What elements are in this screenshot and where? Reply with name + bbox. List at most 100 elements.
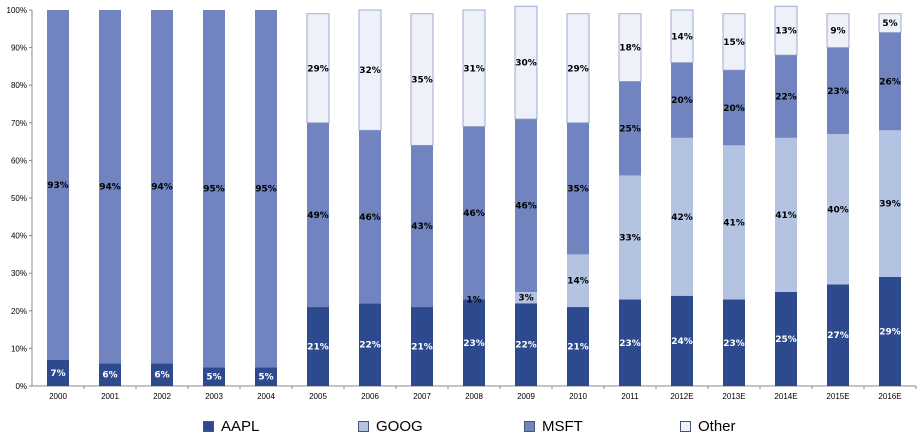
bar-segment-msft [99,10,121,364]
data-label: 95% [203,185,225,195]
bar-segment-aapl [723,299,745,386]
y-tick-label: 70% [11,119,27,128]
y-tick-label: 40% [11,232,27,241]
bar-segment-aapl [99,363,121,386]
data-label: 6% [102,371,117,381]
y-tick-label: 30% [11,269,27,278]
x-tick-label: 2009 [517,392,535,401]
x-tick-label: 2007 [413,392,431,401]
bar-segment-goog [827,134,849,285]
bar-segment-aapl [827,284,849,386]
bar-segment-msft [567,122,589,255]
chart-legend: AAPL GOOG MSFT Other [0,414,923,436]
bar-segment-msft [307,122,329,308]
bar-segment-goog [671,137,693,296]
data-label: 33% [619,233,641,243]
data-label: 35% [411,76,433,86]
x-tick-label: 2010 [569,392,587,401]
data-label: 41% [775,211,797,221]
bar-segment-other [618,13,642,82]
data-label: 95% [255,185,277,195]
bar-segment-other [878,13,902,33]
y-tick-label: 60% [11,156,27,165]
data-label: 29% [307,64,329,74]
data-label: 9% [830,27,845,37]
data-label: 18% [619,44,641,54]
data-label: 21% [567,343,589,353]
bar-segment-other [566,13,590,124]
data-label: 32% [359,66,381,76]
bar-segment-aapl [671,295,693,386]
bar-segment-aapl [203,367,225,386]
x-tick-label: 2000 [49,392,67,401]
data-label: 46% [463,209,485,219]
bar-segment-aapl [775,292,797,386]
legend-swatch [680,421,691,432]
bar-segment-msft [619,81,641,176]
x-tick-label: 2008 [465,392,483,401]
bar-segment-msft [671,62,693,138]
bar-segment-other [306,13,330,124]
data-label: 1% [466,296,481,306]
bar-segment-other [826,13,850,49]
data-label: 46% [515,202,537,212]
data-label: 26% [879,77,901,87]
data-label: 29% [879,327,901,337]
bar-segment-aapl [463,299,485,386]
x-tick-label: 2002 [153,392,171,401]
data-label: 20% [671,96,693,106]
bar-segment-msft [775,55,797,138]
bar-segment-msft [203,10,225,368]
bar-segment-aapl [879,276,901,386]
data-label: 13% [775,27,797,37]
data-label: 14% [671,32,693,42]
bar-segment-other [514,5,538,120]
data-label: 30% [515,59,537,69]
data-label: 43% [411,222,433,232]
legend-item-goog: GOOG [358,418,423,435]
bar-segment-other [358,9,382,131]
bar-segment-aapl [359,303,381,386]
legend-swatch [358,421,369,432]
bar-segment-msft [359,130,381,304]
x-tick-label: 2013E [722,392,745,401]
y-tick-label: 20% [11,307,27,316]
y-tick-label: 10% [11,344,27,353]
bar-segment-other [410,13,434,146]
legend-label: Other [698,418,736,435]
bar-segment-msft [255,10,277,368]
data-label: 5% [882,19,897,29]
data-label: 7% [50,369,65,379]
x-tick-label: 2001 [101,392,119,401]
y-tick-label: 0% [15,382,27,391]
bar-segment-msft [151,10,173,364]
data-label: 23% [827,87,849,97]
bar-segment-goog [619,175,641,300]
legend-label: AAPL [221,418,260,435]
bar-segment-aapl [515,303,537,386]
data-label: 49% [307,211,329,221]
data-label: 20% [723,104,745,114]
data-label: 5% [206,373,221,383]
bar-segment-aapl [307,307,329,386]
data-label: 25% [619,124,641,134]
bar-segment-msft [47,10,69,360]
bar-segment-goog [567,254,589,308]
bar-segment-msft [463,126,485,300]
legend-label: GOOG [376,418,423,435]
data-label: 23% [619,339,641,349]
bar-segment-goog [723,145,745,300]
x-tick-label: 2016E [878,392,901,401]
bar-segment-other [670,9,694,64]
y-tick-label: 90% [11,44,27,53]
bar-segment-goog [515,292,537,304]
data-label: 22% [515,341,537,351]
data-label: 5% [258,373,273,383]
x-tick-label: 2012E [670,392,693,401]
data-label: 94% [151,183,173,193]
y-tick-label: 50% [11,194,27,203]
data-label: 15% [723,38,745,48]
data-label: 29% [567,64,589,74]
data-label: 39% [879,200,901,210]
